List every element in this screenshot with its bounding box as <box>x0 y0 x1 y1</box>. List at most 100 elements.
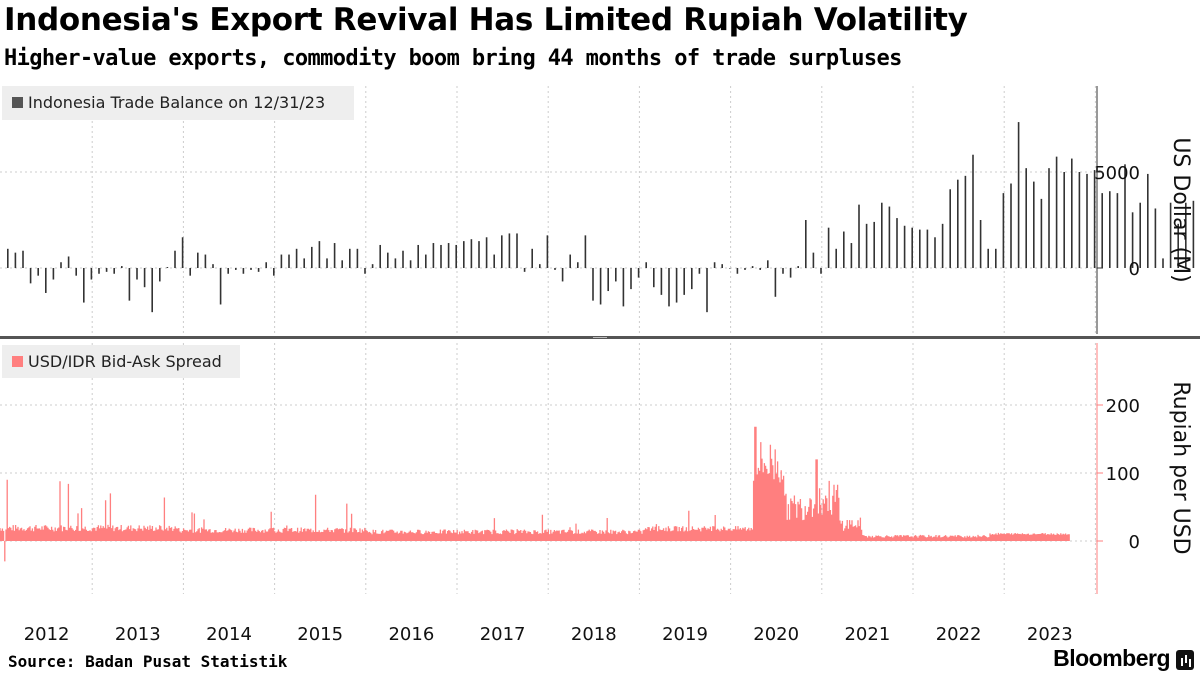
trade-balance-bar <box>850 243 853 268</box>
trade-balance-bar <box>1055 156 1058 268</box>
trade-balance-bar <box>45 268 47 293</box>
top-legend-swatch <box>12 97 23 108</box>
trade-balance-bar <box>1116 193 1119 268</box>
trade-balance-bar <box>934 237 936 268</box>
trade-balance-bar <box>478 241 480 268</box>
trade-balance-bar <box>903 225 906 268</box>
trade-balance-bar <box>394 258 397 268</box>
trade-balance-bar <box>713 262 716 268</box>
trade-balance-bar <box>1071 158 1073 268</box>
trade-balance-bar <box>979 220 982 268</box>
trade-balance-bar <box>318 241 321 268</box>
trade-balance-bar <box>364 268 366 274</box>
trade-balance-bar <box>143 268 146 288</box>
trade-balance-bar <box>1048 168 1050 268</box>
x-tick-label: 2016 <box>388 624 434 645</box>
trade-balance-bar <box>174 250 176 268</box>
trade-balance-bar <box>417 244 419 268</box>
trade-balance-bar <box>387 252 389 268</box>
x-axis-ticks: 2012 2013 2014 2015 2016 2017 2018 2019 2020 2021… <box>24 624 1073 645</box>
x-tick-label: 2022 <box>936 624 982 645</box>
trade-balance-bar <box>113 268 115 274</box>
trade-balance-bar <box>767 260 769 268</box>
trade-balance-bar <box>90 268 93 280</box>
trade-balance-bar <box>1139 202 1141 268</box>
trade-balance-bar <box>858 204 860 268</box>
source-note: Source: Badan Pusat Statistik <box>8 652 288 671</box>
trade-balance-bar <box>653 268 655 288</box>
trade-balance-bar <box>615 268 617 282</box>
trade-balance-bar <box>873 221 875 268</box>
bottom-y-tick-label: 0 <box>1129 532 1140 553</box>
trade-balance-bar <box>273 268 275 276</box>
trade-balance-bar <box>212 264 214 268</box>
trade-balance-bar <box>1177 223 1179 268</box>
trade-balance-bar <box>235 268 237 270</box>
trade-balance-bar <box>1154 208 1157 268</box>
trade-balance-bar <box>820 268 822 274</box>
trade-balance-bar <box>622 268 625 307</box>
trade-balance-bar <box>1002 193 1005 268</box>
trade-balance-bar <box>52 268 55 280</box>
trade-balance-bar <box>888 206 891 268</box>
trade-balance-bar <box>151 268 153 313</box>
trade-balance-bar <box>539 264 541 268</box>
trade-balance-bar <box>782 268 784 274</box>
trade-balance-bar <box>242 268 245 274</box>
trade-balance-bar <box>470 239 473 268</box>
trade-balance-bar <box>288 254 290 268</box>
trade-balance-bar <box>29 268 32 284</box>
trade-balance-bar <box>554 268 556 270</box>
trade-balance-bar <box>1033 181 1035 268</box>
trade-balance-bar <box>60 262 62 268</box>
trade-balance-bar <box>204 254 207 268</box>
trade-balance-bar <box>607 268 609 292</box>
bid-ask-spread-series <box>0 426 1070 562</box>
trade-balance-bar <box>941 223 944 268</box>
trade-balance-bar <box>827 227 830 268</box>
trade-balance-bar <box>964 175 967 268</box>
trade-balance-bar <box>698 268 701 274</box>
trade-balance-bar <box>584 235 587 268</box>
top-y-ticks: 0 5000 <box>1094 163 1140 280</box>
trade-balance-bar <box>493 254 495 268</box>
trade-balance-bar <box>736 268 739 274</box>
trade-balance-bar <box>432 243 435 268</box>
trade-balance-bar <box>197 252 199 268</box>
trade-balance-bar <box>1017 122 1020 268</box>
trade-balance-bar <box>1124 164 1126 268</box>
trade-balance-bar <box>630 268 632 290</box>
trade-balance-bar <box>592 268 594 301</box>
top-legend-label: Indonesia Trade Balance on 12/31/23 <box>28 93 325 112</box>
trade-balance-bar <box>1162 258 1164 268</box>
trade-balance-bars <box>7 122 1195 313</box>
trade-balance-bar <box>280 254 283 268</box>
x-tick-label: 2021 <box>844 624 890 645</box>
x-tick-label: 2019 <box>662 624 708 645</box>
trade-balance-bar <box>949 189 951 268</box>
bloomberg-logo: Bloomberg <box>1053 645 1170 671</box>
trade-balance-bar <box>911 227 913 268</box>
trade-balance-bar <box>402 250 404 268</box>
trade-balance-bar <box>1063 172 1065 268</box>
trade-balance-bar <box>356 248 359 268</box>
trade-balance-bar <box>645 262 647 268</box>
trade-balance-bar <box>1078 172 1081 268</box>
trade-balance-bar <box>257 268 260 272</box>
trade-balance-bar <box>957 179 959 268</box>
trade-balance-bar <box>744 268 746 270</box>
top-y-tick-label: 5000 <box>1094 163 1140 184</box>
trade-balance-bar <box>865 223 868 268</box>
trade-balance-bar <box>341 260 343 268</box>
trade-balance-bar <box>485 237 488 268</box>
bottom-y-tick-label: 200 <box>1106 396 1140 417</box>
trade-balance-bar <box>136 268 138 280</box>
trade-balance-bar <box>1010 183 1012 268</box>
bottom-panel-grid <box>0 343 1097 594</box>
trade-balance-bar <box>812 252 815 268</box>
trade-balance-bar <box>37 268 39 276</box>
trade-balance-bar <box>637 268 640 278</box>
trade-balance-bar <box>774 268 777 297</box>
bottom-y-tick-label: 100 <box>1106 464 1140 485</box>
trade-balance-bar <box>531 248 533 268</box>
